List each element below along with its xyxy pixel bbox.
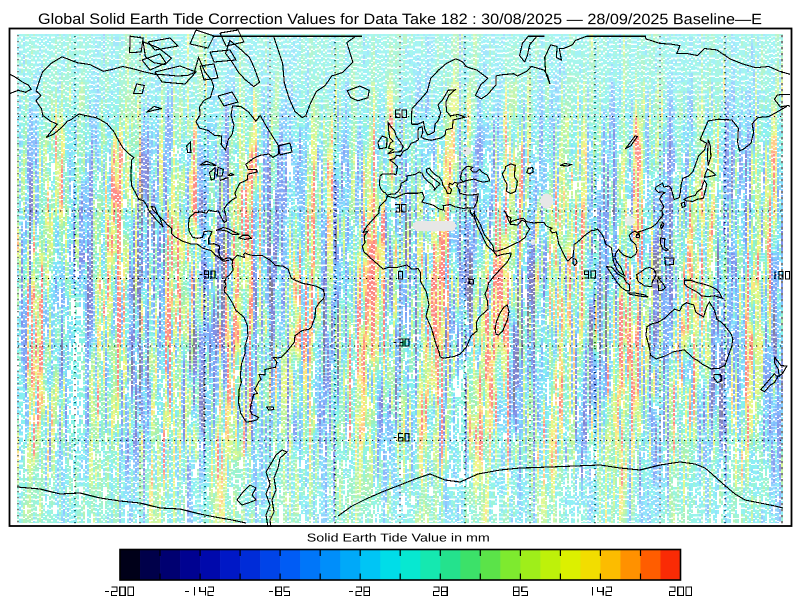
svg-text:Global Solid Earth Tide Correc: Global Solid Earth Tide Correction Value… [38, 11, 762, 28]
svg-text:Solid Earth Tide Value in mm: Solid Earth Tide Value in mm [307, 532, 490, 544]
